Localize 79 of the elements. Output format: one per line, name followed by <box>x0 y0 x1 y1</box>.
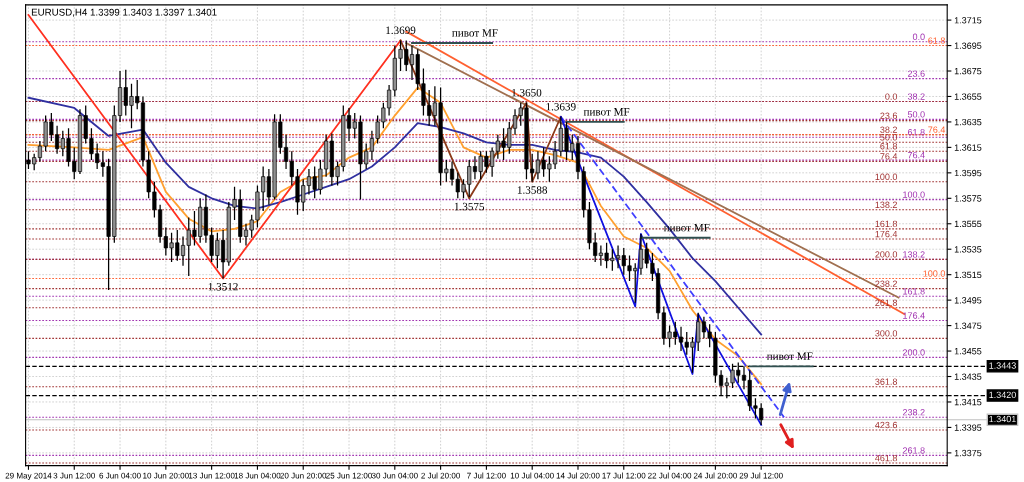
y-tick-label: 1.3615 <box>954 144 982 151</box>
annotation: 76.4 <box>907 151 925 159</box>
annotation: 38.2 <box>907 93 925 100</box>
x-tick-label: 17 Jul 12:00 <box>602 472 646 479</box>
annotation: 76.4 <box>928 126 946 133</box>
annotation: 100.0 <box>903 191 925 198</box>
annotation: 50.0 <box>880 134 898 141</box>
annotation: 300.0 <box>875 330 898 337</box>
annotation: 50.0 <box>907 111 925 118</box>
data-label: 1.3575 <box>454 202 485 211</box>
annotation: 23.6 <box>880 112 898 119</box>
annotation: 176.4 <box>875 230 898 238</box>
y-tick-label: 1.3535 <box>954 246 982 253</box>
x-tick-label: 18 Jun 04:00 <box>234 472 281 479</box>
x-tick-label: 29 Jul 12:00 <box>739 472 783 479</box>
x-tick-label: 2 Jul 20:00 <box>421 472 460 479</box>
annotation: 100.0 <box>875 173 898 180</box>
ref-line-label: 1.3420 <box>989 391 1016 399</box>
annotation: 261.8 <box>902 447 925 454</box>
x-tick-label: 14 Jul 20:00 <box>556 472 600 479</box>
y-tick-label: 1.3475 <box>954 322 982 329</box>
data-label: пивот MF <box>452 29 498 37</box>
x-tick-label: 29 May 2014 <box>5 472 52 481</box>
annotation: 423.6 <box>875 421 898 429</box>
annotation: 161.8 <box>903 288 925 295</box>
x-tick-label: 3 Jun 12:00 <box>53 472 95 479</box>
annotation: 238.2 <box>902 409 925 416</box>
annotation: 61.8 <box>907 129 925 136</box>
data-label: пивот MF <box>583 108 630 116</box>
annotation: 200.0 <box>875 251 898 258</box>
y-tick-label: 1.3575 <box>954 195 982 202</box>
y-tick-label: 1.3695 <box>954 42 982 49</box>
y-tick-label: 1.3675 <box>954 67 982 75</box>
y-tick-label: 1.3455 <box>954 348 982 355</box>
x-tick-label: 30 Jun 04:00 <box>371 472 418 479</box>
annotation: 138.2 <box>875 201 897 208</box>
x-tick-label: 25 Jun 12:00 <box>326 472 372 479</box>
y-tick-label: 1.3375 <box>954 449 982 457</box>
annotation: 61.8 <box>928 37 945 44</box>
annotation: 0.0 <box>885 93 898 100</box>
ref-line-label: 1.3443 <box>989 362 1016 369</box>
x-tick-label: 10 Jul 04:00 <box>510 472 554 479</box>
y-tick-label: 1.3515 <box>954 271 982 279</box>
y-tick-label: 1.3595 <box>954 169 982 177</box>
data-label: пивот MF <box>766 352 813 360</box>
annotation: 100.0 <box>923 270 946 277</box>
annotation: 23.6 <box>907 70 925 77</box>
y-tick-label: 1.3435 <box>954 373 982 380</box>
data-label: 1.3512 <box>208 283 238 291</box>
annotation: 161.8 <box>875 220 898 228</box>
x-tick-label: 10 Jun 20:00 <box>143 472 189 479</box>
y-tick-label: 1.3555 <box>954 220 982 228</box>
annotation: 361.8 <box>875 378 898 385</box>
x-tick-label: 13 Jun 12:00 <box>188 472 235 479</box>
annotation: 0.0 <box>912 33 925 40</box>
y-tick-label: 1.3655 <box>954 93 982 100</box>
x-tick-label: 6 Jun 04:00 <box>99 472 141 479</box>
ref-line-label: 1.3401 <box>989 415 1016 423</box>
y-tick-label: 1.3395 <box>954 424 982 431</box>
annotation: 61.8 <box>880 143 898 150</box>
y-tick-label: 1.3415 <box>954 398 982 406</box>
annotation: 176.4 <box>903 312 925 319</box>
annotation: 76.4 <box>880 153 898 160</box>
x-tick-label: 24 Jul 20:00 <box>693 472 737 479</box>
x-tick-label: 7 Jul 12:00 <box>467 472 506 479</box>
annotation: 38.2 <box>880 126 897 133</box>
x-tick-label: 22 Jul 04:00 <box>648 472 692 479</box>
data-label: 1.3639 <box>546 102 576 111</box>
annotation: 461.8 <box>875 454 898 462</box>
annotation: 138.2 <box>903 251 925 258</box>
annotation: 238.2 <box>875 280 897 287</box>
y-tick-label: 1.3495 <box>954 297 982 304</box>
annotation: 200.0 <box>902 349 925 356</box>
x-tick-label: 20 Jun 20:00 <box>280 472 327 479</box>
data-label: 1.3699 <box>386 26 416 35</box>
y-tick-label: 1.3635 <box>954 118 982 126</box>
chart-title: EURUSD,H4 1.3399 1.3403 1.3397 1.3401 <box>31 8 217 17</box>
y-tick-label: 1.3715 <box>954 17 982 24</box>
data-label: 1.3588 <box>517 186 548 194</box>
